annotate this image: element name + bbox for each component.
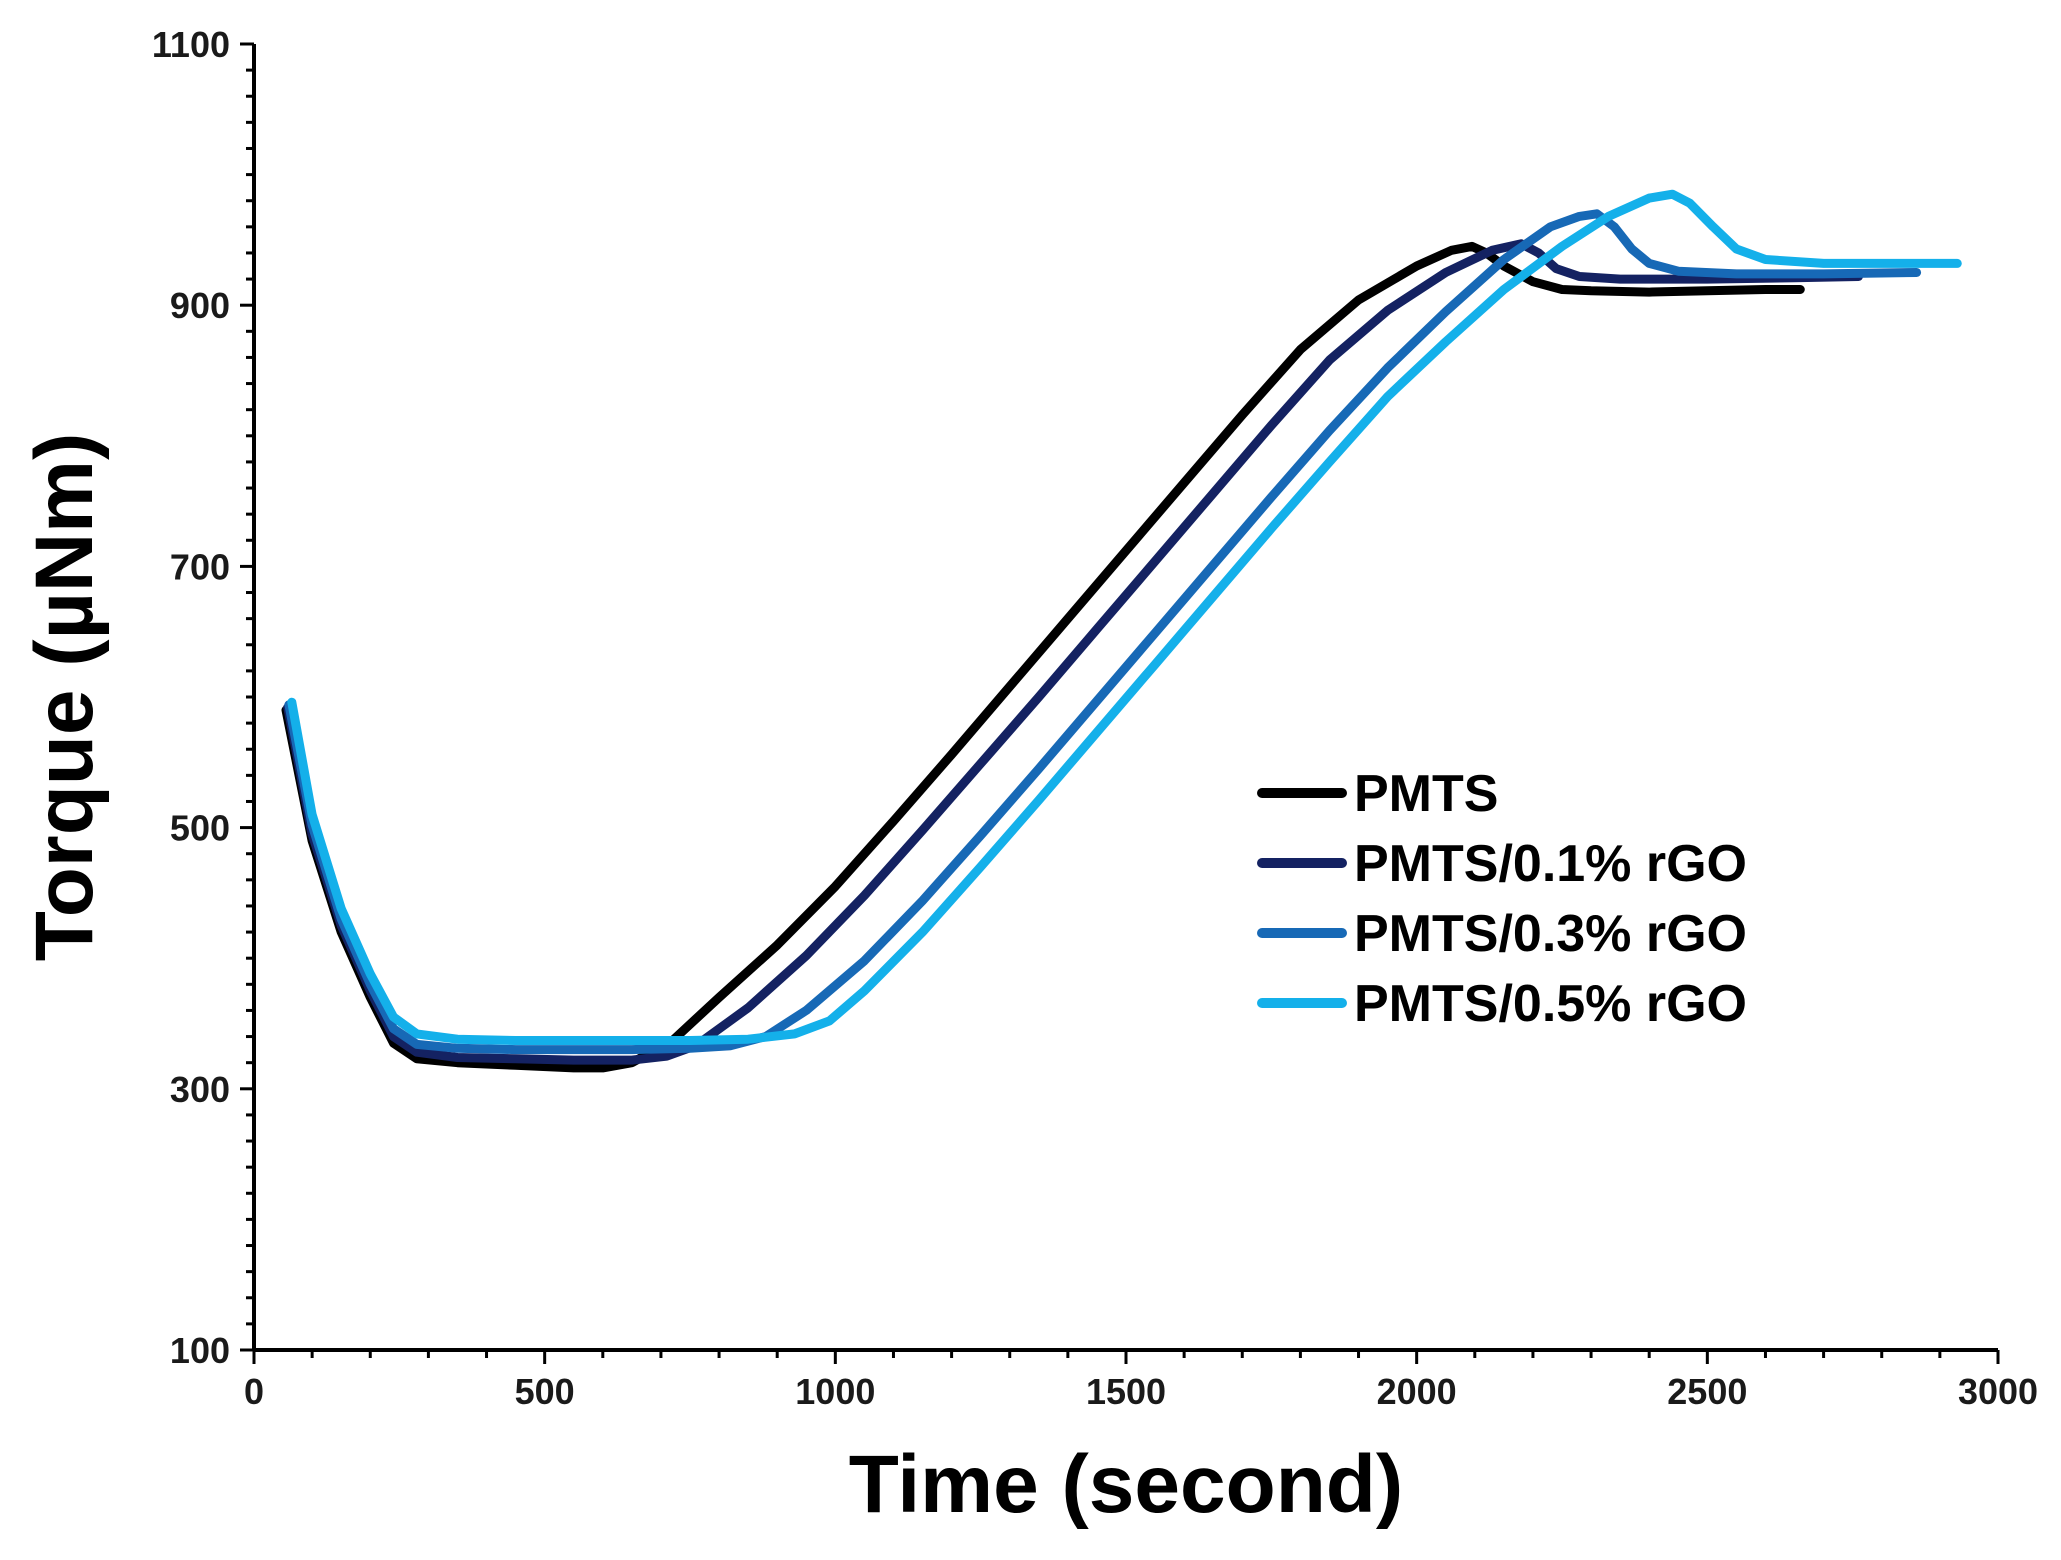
series-line-0 [281,241,1805,1073]
y-tick-label: 500 [170,808,230,849]
legend-label-0: PMTS [1354,765,1498,823]
ticks [240,42,2000,1364]
x-tick-label: 1000 [795,1371,875,1412]
legend-label-2: PMTS/0.3% rGO [1354,905,1747,963]
x-tick-label: 3000 [1958,1371,2038,1412]
x-tick-label: 0 [244,1371,264,1412]
legend-label-3: PMTS/0.5% rGO [1354,975,1747,1033]
x-axis-title: Time (second) [849,1439,1403,1530]
y-axis-title: Torque (µNm) [19,433,110,962]
x-tick-label: 2000 [1377,1371,1457,1412]
y-tick-label: 700 [170,546,230,587]
legend-label-1: PMTS/0.1% rGO [1354,835,1747,893]
y-tick-label: 1100 [152,24,230,65]
tick-labels: 0 500 1000 1500 2000 2500 3000 100 300 500 700 900 1… [152,24,2038,1412]
legend: PMTS PMTS/0.1% rGO PMTS/0.3% rGO PMTS/0.5% … [1257,765,1747,1033]
y-tick-label: 100 [170,1330,230,1371]
y-tick-label: 300 [170,1069,230,1110]
series-line-3 [287,189,1962,1045]
x-tick-label: 1500 [1086,1371,1166,1412]
x-tick-label: 2500 [1667,1371,1747,1412]
series-layer [281,189,1962,1073]
y-tick-label: 900 [170,285,230,326]
series-line-2 [284,209,1922,1055]
x-tick-label: 500 [515,1371,575,1412]
